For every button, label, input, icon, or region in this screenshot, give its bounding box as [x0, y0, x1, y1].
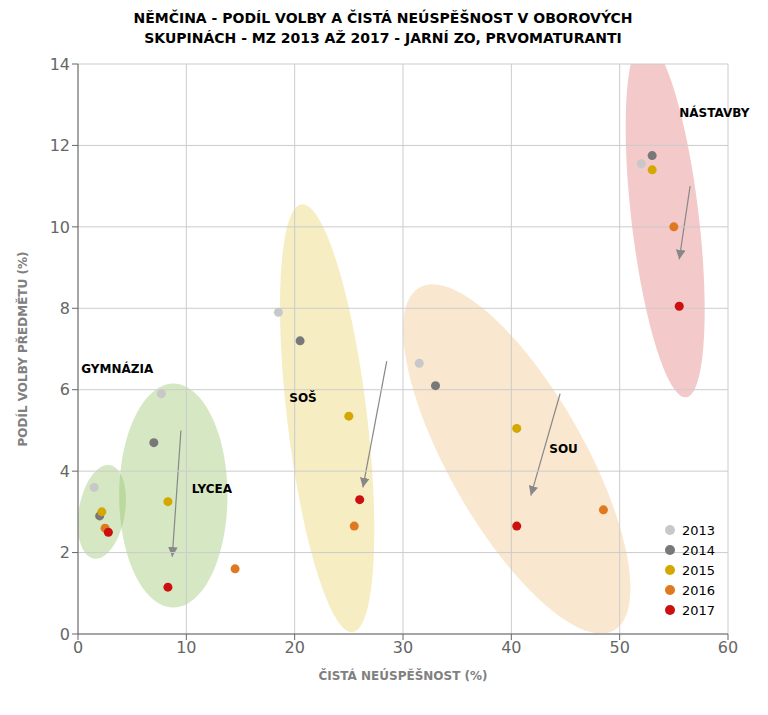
- svg-text:10: 10: [176, 638, 196, 657]
- svg-text:2015: 2015: [682, 563, 715, 578]
- svg-text:50: 50: [609, 638, 629, 657]
- svg-text:8: 8: [60, 299, 70, 318]
- svg-text:14: 14: [50, 55, 70, 74]
- svg-text:NÁSTAVBY: NÁSTAVBY: [679, 105, 749, 120]
- svg-text:SOŠ: SOŠ: [289, 390, 317, 405]
- svg-text:ČISTÁ NEÚSPĚŠNOST (%): ČISTÁ NEÚSPĚŠNOST (%): [318, 668, 487, 683]
- svg-text:2016: 2016: [682, 583, 715, 598]
- svg-text:LYCEA: LYCEA: [192, 482, 233, 496]
- svg-text:12: 12: [50, 136, 70, 155]
- svg-text:2014: 2014: [682, 543, 715, 558]
- html-text:NĚMČINA - PODÍL VOLBY A ČISTÁ: NĚMČINA - PODÍL VOLBY A ČISTÁ NEÚSPĚŠNOS…: [133, 10, 633, 26]
- svg-text:40: 40: [501, 638, 521, 657]
- svg-text:4: 4: [60, 462, 70, 481]
- svg-text:SOU: SOU: [549, 442, 578, 456]
- svg-text:60: 60: [718, 638, 738, 657]
- svg-text:GYMNÁZIA: GYMNÁZIA: [81, 361, 154, 376]
- svg-text:10: 10: [50, 218, 70, 237]
- svg-text:30: 30: [393, 638, 413, 657]
- svg-text:20: 20: [284, 638, 304, 657]
- svg-text:2: 2: [60, 543, 70, 562]
- svg-text:6: 6: [60, 380, 70, 399]
- svg-text:2013: 2013: [682, 523, 715, 538]
- html-text:SKUPINÁCH - MZ 2013 AŽ 2017 -: SKUPINÁCH - MZ 2013 AŽ 2017 - JARNÍ ZO, …: [144, 30, 622, 46]
- svg-text:0: 0: [73, 638, 83, 657]
- svg-text:0: 0: [60, 625, 70, 644]
- svg-text:PODÍL VOLBY PŘEDMĚTU (%): PODÍL VOLBY PŘEDMĚTU (%): [15, 252, 30, 447]
- svg-text:2017: 2017: [682, 603, 715, 618]
